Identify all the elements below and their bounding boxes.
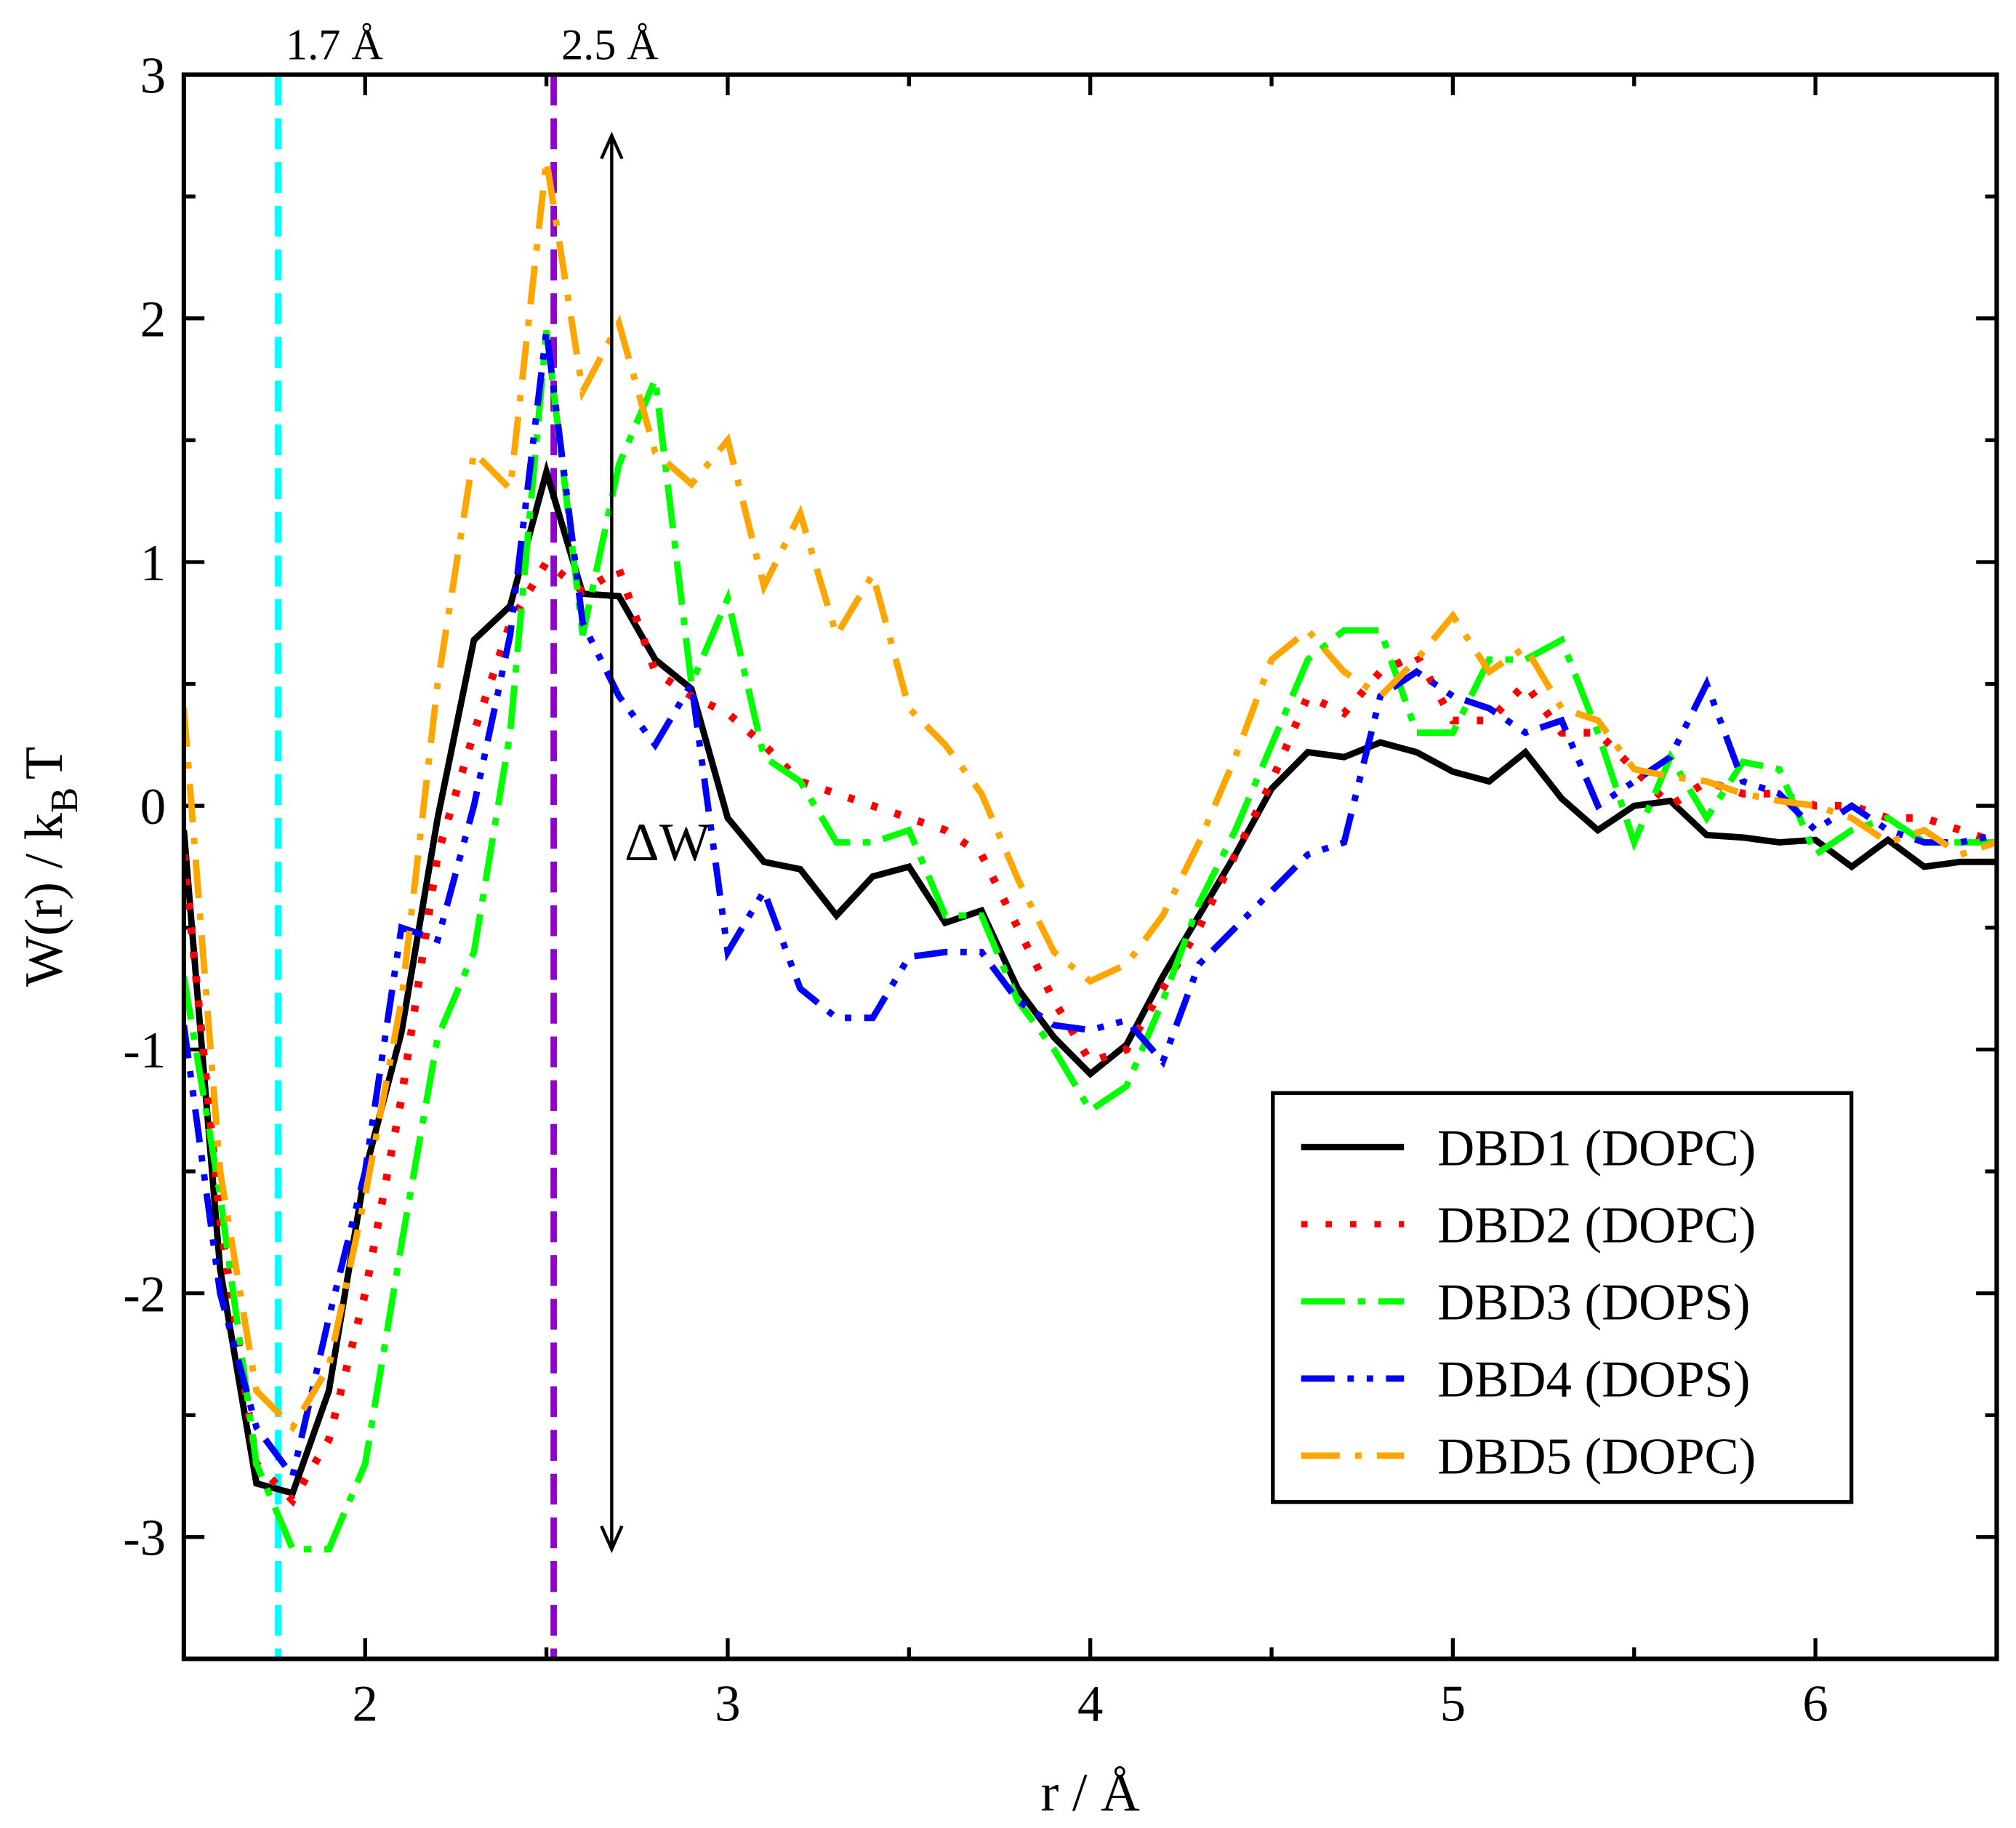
y-axis-label: W(r) / kBT xyxy=(15,747,86,987)
series-line xyxy=(183,460,1997,1497)
arrow-head xyxy=(600,131,624,160)
x-tick-label: 3 xyxy=(715,1675,740,1732)
series-line xyxy=(183,330,1997,1484)
series-line xyxy=(183,159,1997,1433)
legend-label: DBD4 (DOPS) xyxy=(1437,1352,1750,1408)
plot-lines xyxy=(183,159,1997,1552)
legend-label: DBD5 (DOPC) xyxy=(1437,1429,1756,1486)
y-tick-label: 1 xyxy=(140,535,166,592)
arrow-head xyxy=(600,1525,624,1554)
y-label-main: W(r) / k xyxy=(15,812,74,987)
y-tick-label: -3 xyxy=(123,1510,166,1567)
y-label-sub: B xyxy=(44,787,86,813)
legend-label: DBD1 (DOPC) xyxy=(1437,1120,1756,1176)
x-tick-label: 4 xyxy=(1077,1675,1103,1732)
annotation-text: ΔW xyxy=(625,813,710,873)
y-tick-label: 0 xyxy=(140,779,166,835)
x-axis-label: r / Å xyxy=(1041,1763,1140,1823)
y-tick-label: -1 xyxy=(123,1022,166,1079)
y-tick-label: 2 xyxy=(140,292,166,348)
legend-label: DBD3 (DOPS) xyxy=(1437,1275,1750,1331)
plot-frame xyxy=(181,72,1999,1661)
legend-label: DBD2 (DOPC) xyxy=(1437,1197,1756,1254)
reference-label: 2.5 Å xyxy=(561,20,659,69)
y-tick-label: -2 xyxy=(123,1266,166,1323)
x-tick-label: 5 xyxy=(1440,1675,1466,1732)
y-tick-label: 3 xyxy=(140,47,166,104)
y-label-end: T xyxy=(15,747,74,779)
x-tick-label: 6 xyxy=(1802,1675,1828,1732)
series-line xyxy=(183,330,1997,1552)
legend-box xyxy=(1271,1091,1854,1504)
reference-label: 1.7 Å xyxy=(286,20,383,69)
x-tick-label: 2 xyxy=(353,1675,378,1732)
